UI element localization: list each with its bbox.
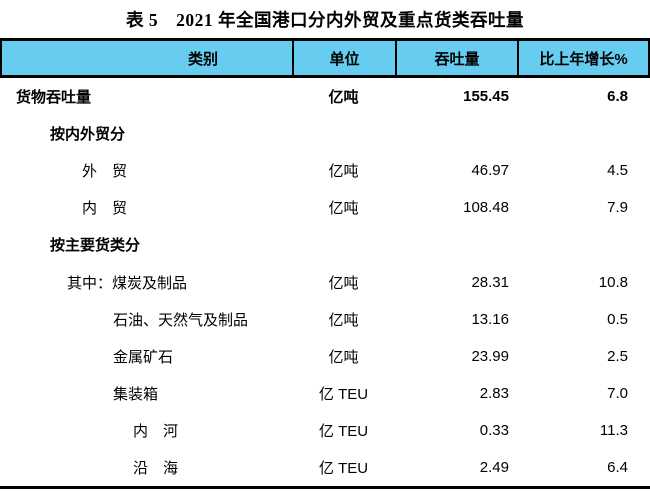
throughput-cell: 2.49	[479, 458, 509, 476]
table-row: 按主要货类分	[0, 226, 650, 263]
throughput-cell: 2.83	[479, 384, 509, 402]
table-row: 石油、天然气及制品 亿吨 13.16 0.5	[0, 301, 650, 338]
unit-cell: 亿吨	[328, 274, 359, 292]
header-unit: 单位	[292, 41, 395, 75]
throughput-cell: 13.16	[471, 310, 509, 328]
category-cell: 外 贸	[82, 163, 128, 181]
unit-cell: 亿吨	[328, 89, 359, 107]
table-row: 集装箱 亿 TEU 2.83 7.0	[0, 375, 650, 412]
unit-cell: 亿吨	[328, 348, 359, 366]
table-header-row: 类别 单位 吞吐量 比上年增长%	[0, 38, 650, 78]
growth-cell: 4.5	[607, 162, 628, 180]
growth-cell: 6.4	[607, 458, 628, 476]
unit-cell: 亿吨	[328, 163, 359, 181]
header-throughput: 吞吐量	[395, 41, 517, 75]
growth-cell: 6.8	[607, 88, 628, 106]
unit-cell: 亿 TEU	[318, 422, 369, 440]
unit-cell: 亿 TEU	[318, 385, 369, 403]
category-cell: 内 河	[133, 422, 179, 440]
table-title: 表 5 2021 年全国港口分内外贸及重点货类吞吐量	[126, 9, 524, 30]
category-cell: 沿 海	[133, 459, 179, 477]
growth-cell: 10.8	[598, 273, 628, 291]
category-cell: 集装箱	[113, 385, 159, 403]
growth-cell: 7.0	[607, 384, 628, 402]
throughput-cell: 108.48	[463, 199, 509, 217]
category-cell: 按主要货类分	[50, 237, 141, 255]
growth-cell: 0.5	[607, 310, 628, 328]
table-row: 其中：煤炭及制品 亿吨 28.31 10.8	[0, 263, 650, 300]
throughput-cell: 155.45	[463, 88, 509, 106]
growth-cell: 11.3	[599, 421, 628, 439]
throughput-cell: 0.33	[479, 421, 509, 439]
category-cell: 按内外贸分	[50, 126, 126, 144]
table-body: 货物吞吐量 亿吨 155.45 6.8 按内外贸分外 贸亿吨 46.97 4.5 内 贸亿吨 1…	[0, 78, 650, 489]
category-cell: 内 贸	[82, 200, 128, 218]
port-throughput-table: 类别 单位 吞吐量 比上年增长% 货物吞吐量 亿吨 155.45 6.8 按内外贸分外 …	[0, 38, 650, 489]
unit-cell: 亿 TEU	[318, 459, 369, 477]
category-cell: 其中：煤炭及制品	[67, 274, 188, 292]
table-row: 金属矿石 亿吨 23.99 2.5	[0, 338, 650, 375]
growth-cell: 2.5	[607, 347, 628, 365]
header-category: 类别	[187, 50, 218, 68]
header-growth: 比上年增长%	[517, 41, 648, 75]
table-row: 按内外贸分	[0, 115, 650, 152]
category-cell: 金属矿石	[113, 348, 174, 366]
category-cell: 货物吞吐量	[16, 89, 92, 107]
unit-cell: 亿吨	[328, 311, 359, 329]
table-row: 外 贸 亿吨 46.97 4.5	[0, 152, 650, 189]
table-row: 内 河 亿 TEU 0.33 11.3	[0, 412, 650, 449]
category-cell: 石油、天然气及制品	[113, 311, 249, 329]
table-row: 内 贸 亿吨 108.48 7.9	[0, 189, 650, 226]
growth-cell: 7.9	[607, 199, 628, 217]
throughput-cell: 28.31	[471, 273, 509, 291]
throughput-cell: 23.99	[471, 347, 509, 365]
throughput-cell: 46.97	[471, 162, 509, 180]
table-row: 沿 海 亿 TEU 2.49 6.4	[0, 449, 650, 486]
table-row: 货物吞吐量 亿吨 155.45 6.8	[0, 78, 650, 115]
unit-cell: 亿吨	[328, 200, 359, 218]
